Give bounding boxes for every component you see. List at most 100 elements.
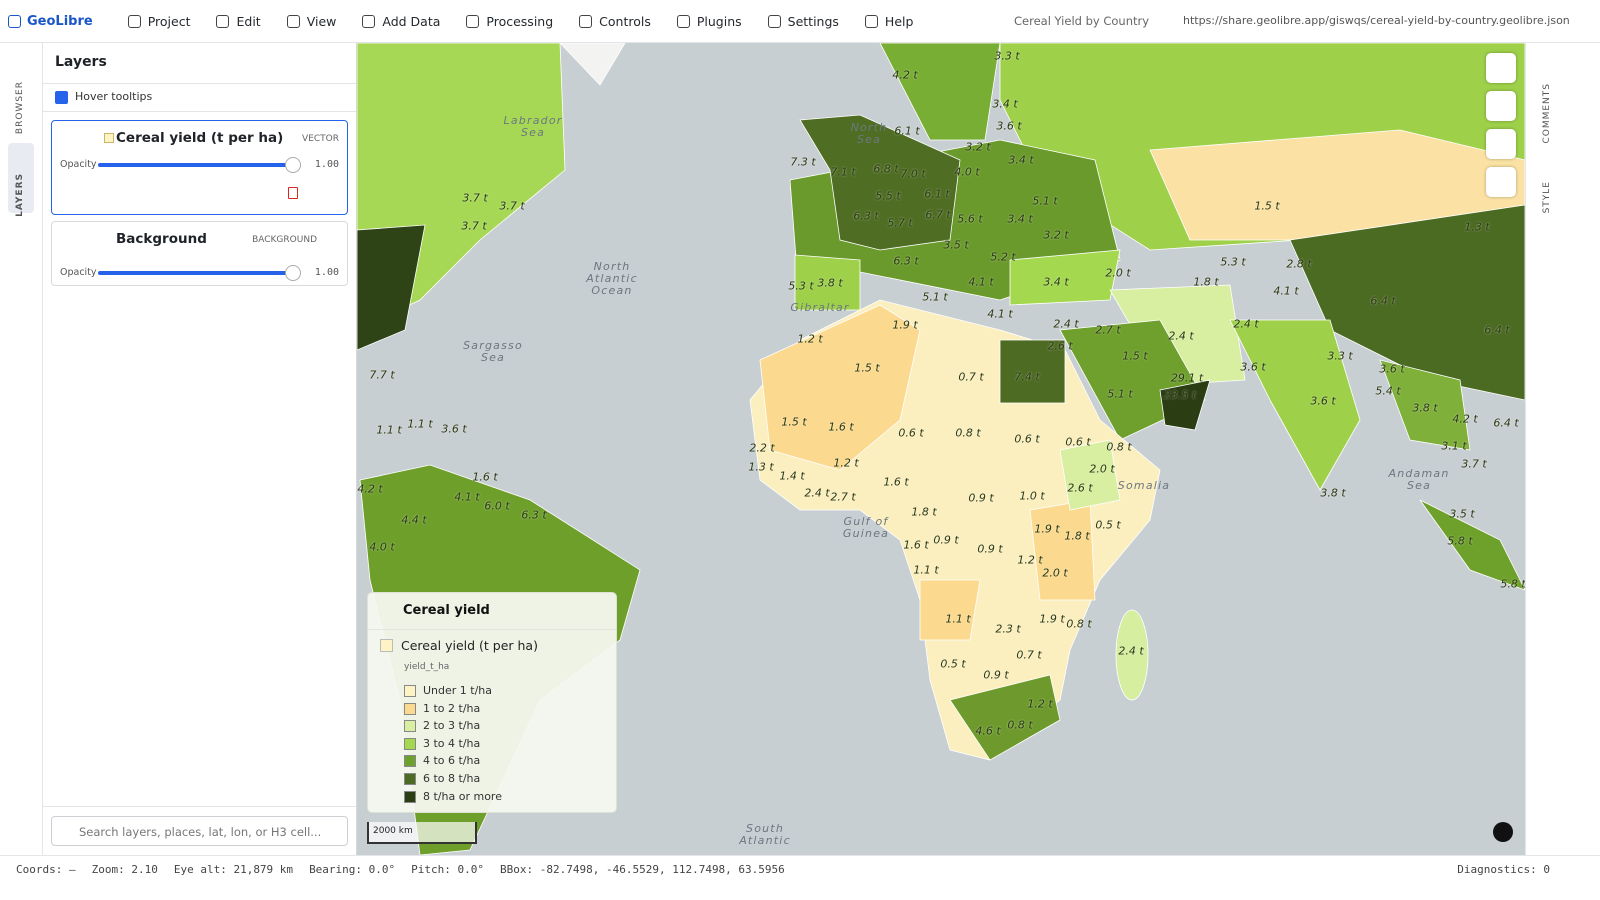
legend-label: 3 to 4 t/ha: [423, 736, 481, 750]
compass-button[interactable]: [1486, 91, 1516, 121]
menu-item[interactable]: Settings: [755, 14, 852, 29]
value-label: 2.6 t: [1067, 481, 1093, 495]
menu-item[interactable]: View: [274, 14, 350, 29]
value-label: 29.1 t: [1170, 371, 1204, 385]
menu-item[interactable]: Project: [115, 14, 204, 29]
menu-item[interactable]: Plugins: [664, 14, 755, 29]
value-label: 6.4 t: [1484, 323, 1510, 337]
value-label: 3.6 t: [1310, 394, 1336, 408]
value-label: 2.4 t: [804, 486, 830, 500]
opacity-knob[interactable]: [285, 157, 301, 173]
fullscreen-button[interactable]: [1486, 53, 1516, 83]
checkbox[interactable]: [55, 91, 68, 104]
layer-card[interactable]: Background BACKGROUND Opacity 1.00: [51, 221, 348, 286]
rail-tab[interactable]: LAYERS: [15, 173, 25, 217]
legend-label: 2 to 3 t/ha: [423, 719, 481, 733]
menu-icon: [676, 14, 690, 28]
value-label: 0.7 t: [1016, 648, 1042, 662]
value-label: 6.8 t: [873, 162, 899, 176]
legend-label: Under 1 t/ha: [423, 684, 493, 697]
status-item: Bearing: 0.0°: [309, 862, 396, 876]
value-label: 1.6 t: [883, 475, 909, 489]
menu-icon: [466, 14, 480, 28]
value-label: 0.9 t: [968, 491, 994, 505]
value-label: 2.2 t: [749, 441, 775, 455]
value-label: 1.6 t: [828, 420, 854, 434]
rail-tab[interactable]: COMMENTS: [1542, 83, 1552, 144]
shape: [1419, 499, 1525, 591]
menu-label: Project: [147, 13, 191, 29]
place-label: Somalia: [1117, 479, 1171, 492]
value-label: 6.4 t: [1370, 294, 1396, 308]
shape: [879, 43, 1001, 141]
layers-button[interactable]: [1486, 167, 1516, 197]
layer-card[interactable]: Cereal yield (t per ha) VECTOR Opacity 1…: [51, 120, 348, 215]
value-label: 6.7 t: [925, 208, 951, 222]
value-label: 1.8 t: [1193, 275, 1219, 289]
menu-label: Plugins: [696, 13, 742, 29]
info-button[interactable]: [1493, 822, 1513, 842]
value-label: 7.4 t: [1014, 370, 1040, 384]
value-label: 3.5 t: [1449, 507, 1475, 521]
opacity-track[interactable]: [98, 163, 294, 167]
shape: [1115, 609, 1149, 701]
value-label: 4.2 t: [357, 482, 383, 496]
value-label: 5.1 t: [1032, 194, 1058, 208]
legend-swatch: [404, 755, 416, 768]
value-label: 4.0 t: [369, 540, 395, 554]
opacity-knob[interactable]: [285, 265, 301, 281]
share-url[interactable]: https://share.geolibre.app/giswqs/cereal…: [1183, 14, 1570, 27]
search-box[interactable]: Search layers, places, lat, lon, or H3 c…: [51, 816, 348, 846]
legend-swatch: [404, 702, 416, 715]
value-label: 1.3 t: [1464, 220, 1490, 234]
value-label: 2.7 t: [1095, 323, 1121, 337]
value-label: 4.1 t: [968, 275, 994, 289]
top-bar: GeoLibre Project Edit View Add Data Processi…: [0, 0, 1600, 43]
menu: Project Edit View Add Data Processing Control…: [115, 14, 927, 29]
menu-item[interactable]: Add Data: [349, 14, 453, 29]
value-label: 0.6 t: [1065, 435, 1091, 449]
value-label: 4.2 t: [1452, 412, 1478, 426]
status-item: Zoom: 2.10: [91, 862, 158, 876]
menu-item[interactable]: Processing: [453, 14, 566, 29]
value-label: 1.2 t: [1017, 553, 1043, 567]
value-label: 3.6 t: [1379, 362, 1405, 376]
globe-button[interactable]: [1486, 129, 1516, 159]
opacity-label: Opacity: [60, 159, 97, 170]
value-label: 0.9 t: [933, 533, 959, 547]
shape: [8, 14, 21, 28]
diagnostics[interactable]: Diagnostics: 0: [1457, 863, 1550, 876]
value-label: 1.4 t: [779, 469, 805, 483]
shape: [559, 43, 626, 86]
value-label: 1.6 t: [903, 538, 929, 552]
delete-button[interactable]: [288, 187, 298, 199]
value-label: 3.4 t: [1007, 212, 1033, 226]
value-label: 3.7 t: [1461, 457, 1487, 471]
menu-label: Add Data: [382, 13, 441, 29]
brand[interactable]: GeoLibre: [8, 14, 93, 29]
rail-tab[interactable]: BROWSER: [15, 81, 25, 135]
menu-icon: [864, 14, 878, 28]
menu-item[interactable]: Controls: [566, 14, 664, 29]
opacity-track[interactable]: [98, 271, 294, 275]
legend-swatch: [404, 790, 416, 803]
value-label: 5.6 t: [957, 212, 983, 226]
shape: [919, 579, 981, 641]
value-label: 5.3 t: [1220, 255, 1246, 269]
value-label: 0.8 t: [955, 426, 981, 440]
menu-item[interactable]: Edit: [203, 14, 273, 29]
value-label: 6.3 t: [521, 508, 547, 522]
legend: Cereal yield Cereal yield (t per ha) yie…: [367, 592, 617, 813]
value-label: 1.2 t: [833, 456, 859, 470]
value-label: 5.7 t: [887, 216, 913, 230]
menu-item[interactable]: Help: [852, 14, 927, 29]
legend-label: 1 to 2 t/ha: [423, 701, 481, 715]
shape: [1009, 249, 1121, 306]
divider: [43, 111, 356, 112]
value-label: 0.8 t: [1106, 440, 1132, 454]
legend-swatch: [404, 685, 416, 697]
value-label: 1.5 t: [1122, 349, 1148, 363]
value-label: 3.3 t: [1327, 349, 1353, 363]
rail-tab[interactable]: STYLE: [1542, 181, 1552, 214]
value-label: 6.3 t: [893, 254, 919, 268]
